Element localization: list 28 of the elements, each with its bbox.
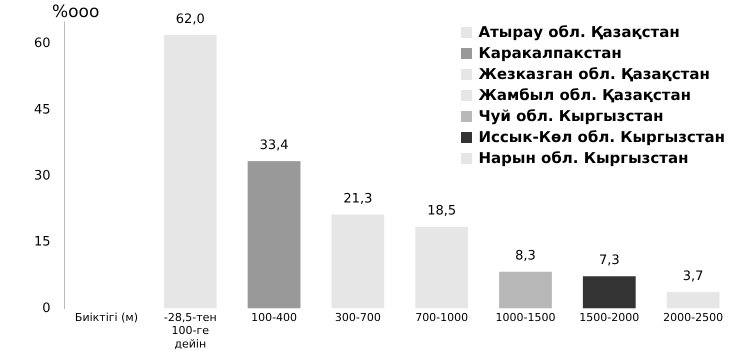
- data-label: 33,4: [260, 138, 289, 154]
- x-tick-label: 100-400: [251, 310, 298, 324]
- y-tick-label: 30: [34, 168, 51, 184]
- y-axis-title: %ooo: [52, 2, 100, 22]
- data-label: 62,0: [176, 12, 205, 27]
- x-tick-label: 2000-2500: [663, 310, 724, 324]
- y-tick-label: 15: [34, 234, 51, 250]
- x-tick-label: 1000-1500: [495, 310, 556, 324]
- x-tick-label: 1500-2000: [579, 310, 640, 324]
- legend-label: Нарын обл. Кыргызстан: [478, 148, 688, 169]
- legend-label: Жезказган обл. Қазақстан: [478, 64, 710, 85]
- data-label: 21,3: [343, 191, 372, 206]
- x-tick-label: Биіктігі (м): [74, 310, 138, 324]
- data-label: 8,3: [515, 248, 536, 264]
- y-tick-label: 0: [42, 300, 51, 316]
- x-tick-label: -28,5-тен 100-ге дейін: [164, 310, 217, 350]
- legend-label: Иссык-Көл обл. Кыргызстан: [478, 127, 725, 148]
- y-tick-label: 45: [34, 102, 51, 118]
- y-tick-label: 60: [34, 36, 51, 52]
- legend-label: Атырау обл. Қазақстан: [478, 22, 680, 43]
- x-tick-label: 700-1000: [415, 310, 468, 324]
- data-label: 18,5: [427, 204, 456, 219]
- x-tick-label: 300-700: [334, 310, 381, 324]
- data-label: 3,7: [682, 268, 704, 284]
- legend-label: Каракалпакстан: [478, 43, 622, 64]
- legend-label: Жамбыл обл. Қазақстан: [478, 85, 691, 106]
- data-label: 7,3: [598, 253, 620, 268]
- legend-label: Чуй обл. Кыргызстан: [478, 106, 664, 127]
